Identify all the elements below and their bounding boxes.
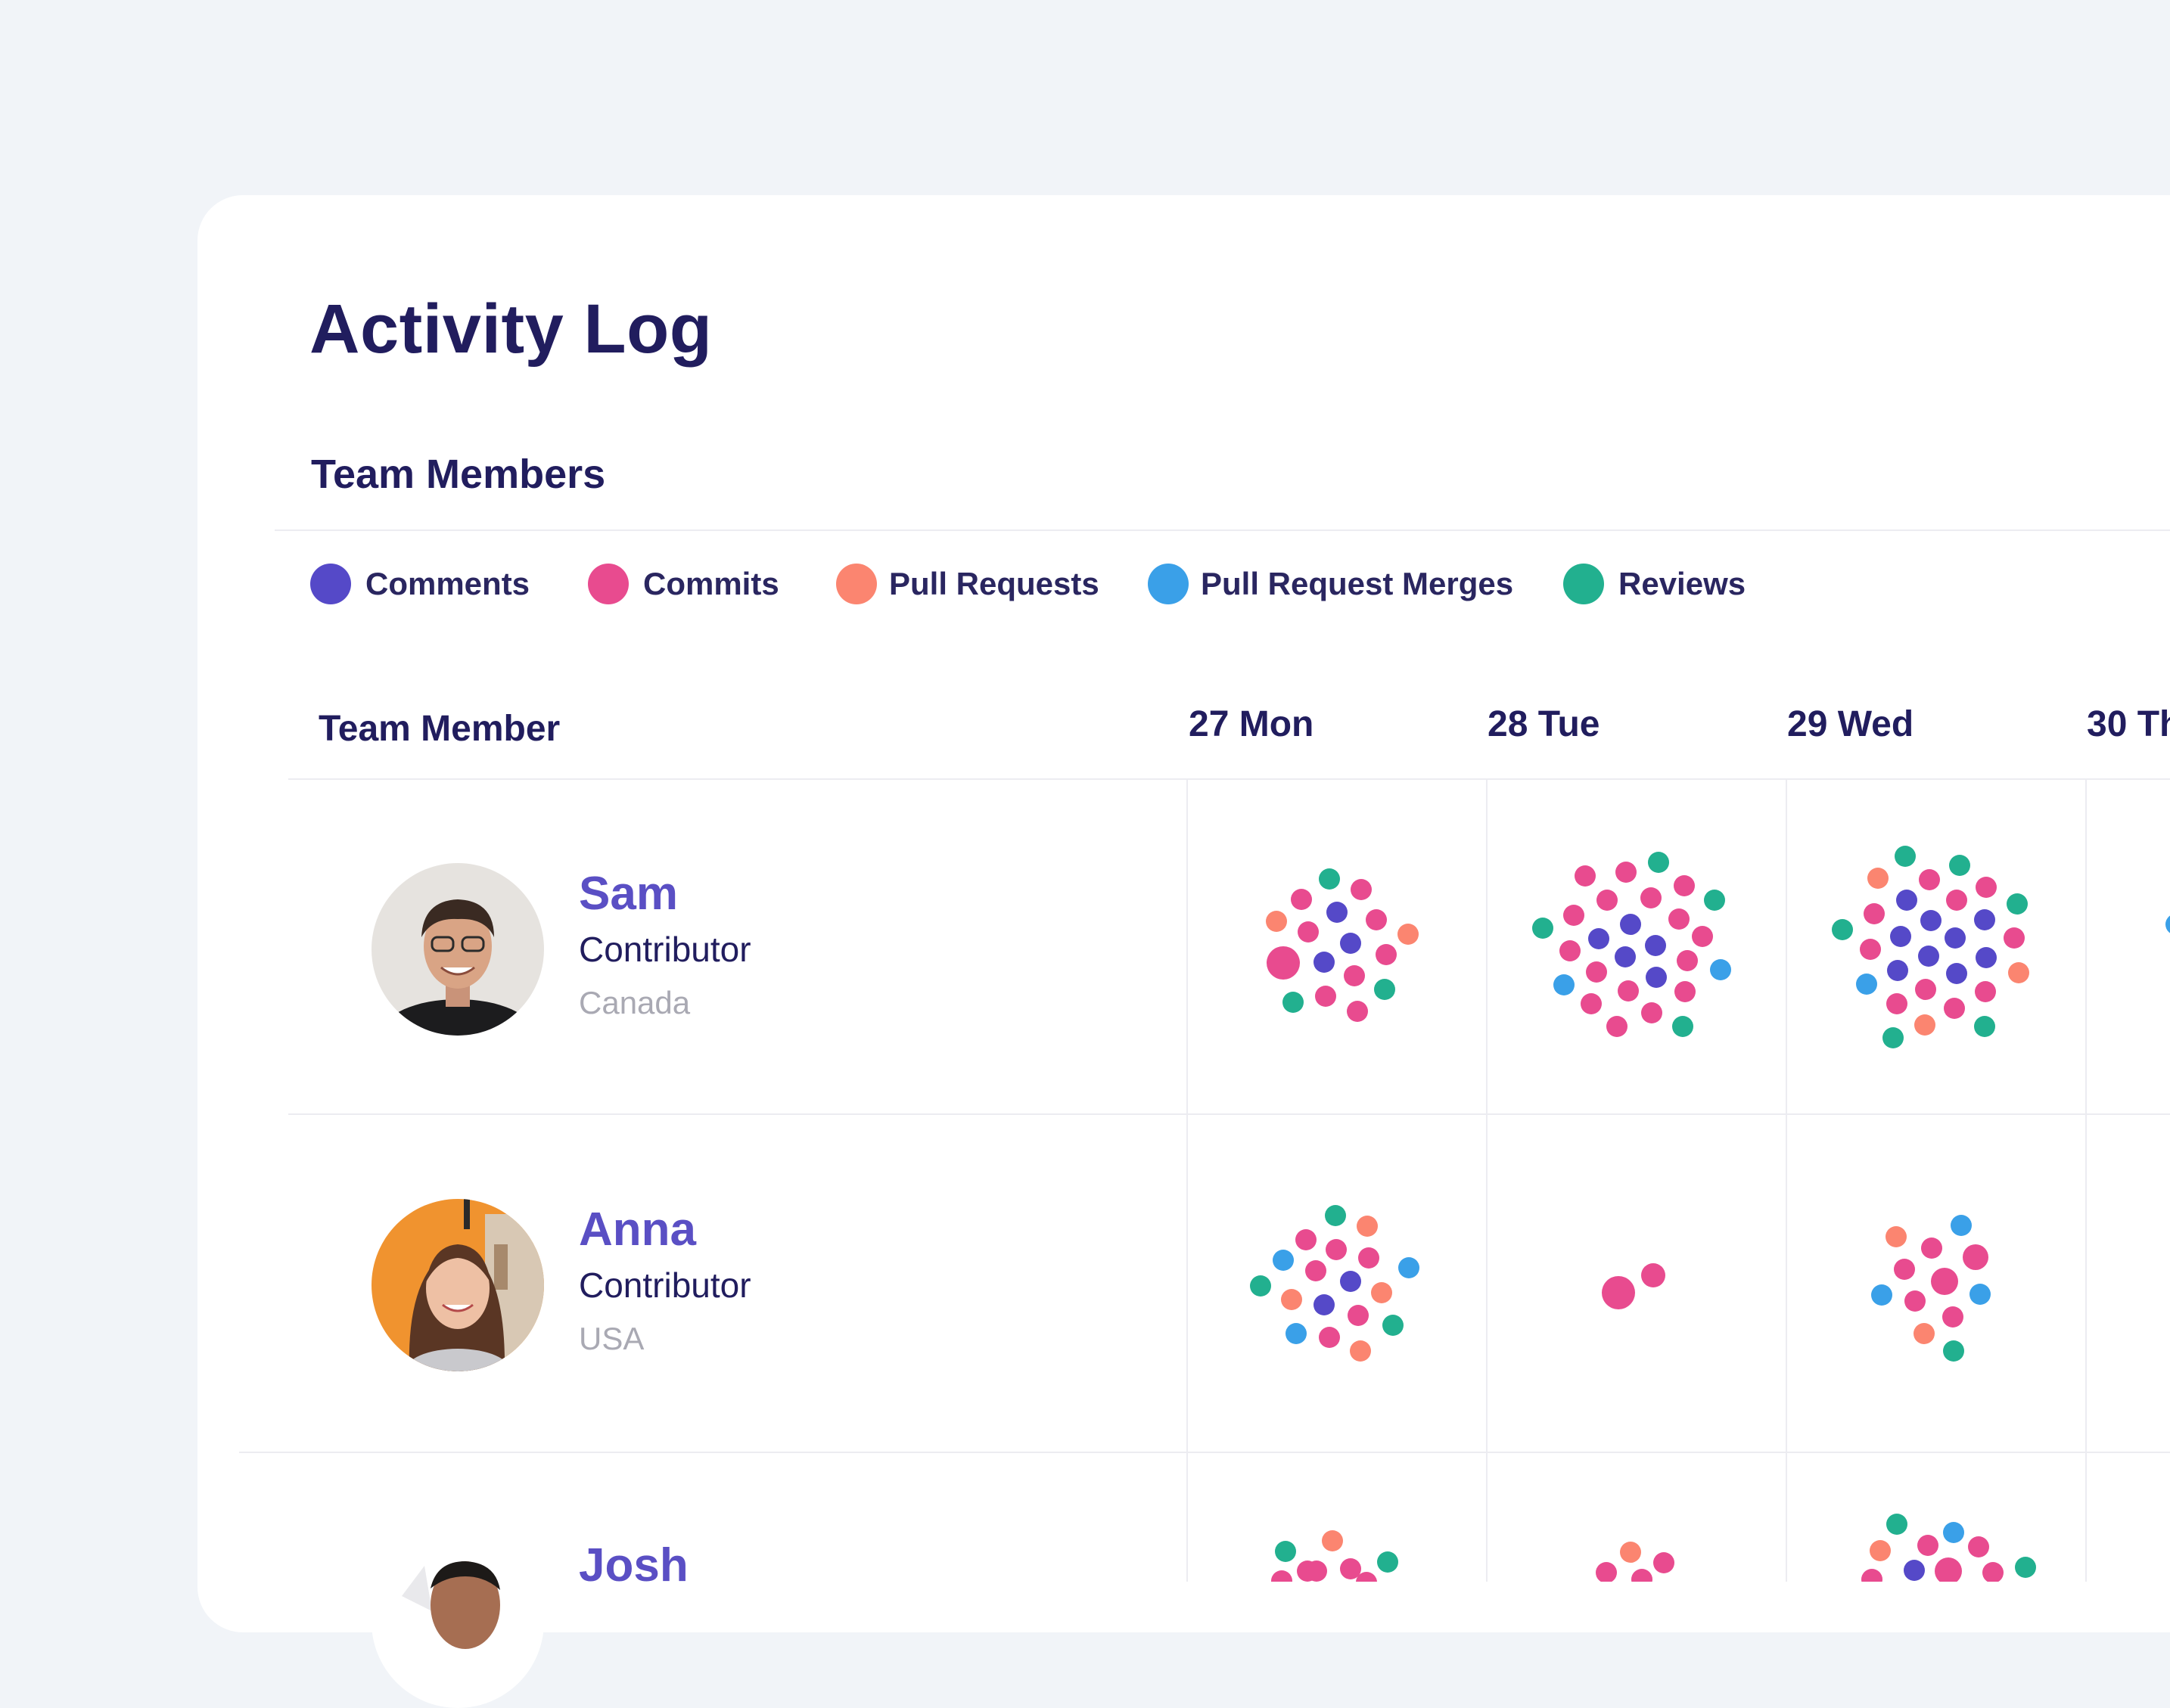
column-divider — [1786, 780, 1787, 1582]
legend-label: Commits — [643, 566, 779, 601]
row-divider — [239, 1452, 2170, 1453]
legend-label: Pull Request Merges — [1201, 566, 1514, 601]
member-name[interactable]: Josh — [579, 1539, 689, 1592]
row-divider — [288, 1113, 2170, 1115]
avatar[interactable] — [372, 1199, 544, 1371]
avatar[interactable] — [372, 863, 544, 1036]
member-location: Canada — [579, 985, 691, 1020]
table-header-divider — [288, 778, 2170, 780]
legend-label: Pull Requests — [889, 566, 1099, 601]
section-title: Team Members — [311, 452, 606, 497]
person-photo-icon — [372, 1536, 544, 1708]
column-header-team-member[interactable]: Team Member — [319, 709, 561, 749]
column-divider — [2085, 780, 2087, 1582]
pull-requests-dot-icon — [836, 564, 877, 604]
person-photo-icon — [372, 1199, 544, 1371]
avatar[interactable] — [372, 1536, 544, 1708]
legend-label: Comments — [365, 566, 530, 601]
person-photo-icon — [372, 863, 544, 1036]
member-role: Contributor — [579, 930, 751, 969]
comments-dot-icon — [310, 564, 351, 604]
commits-dot-icon — [588, 564, 629, 604]
member-role: Contributor — [579, 1265, 751, 1305]
column-header-day[interactable]: 30 Thu — [2087, 704, 2170, 744]
member-name[interactable]: Anna — [579, 1203, 696, 1256]
reviews-dot-icon — [1563, 564, 1604, 604]
member-name[interactable]: Sam — [579, 868, 678, 920]
column-divider — [1486, 780, 1488, 1582]
legend-label: Reviews — [1618, 566, 1746, 601]
member-location: USA — [579, 1321, 645, 1356]
page-title: Activity Log — [309, 290, 713, 368]
pull-request-merges-dot-icon — [1148, 564, 1189, 604]
column-header-day[interactable]: 29 Wed — [1787, 704, 1914, 744]
divider — [275, 529, 2170, 531]
column-divider — [1186, 780, 1188, 1582]
column-header-day[interactable]: 28 Tue — [1488, 704, 1600, 744]
column-header-day[interactable]: 27 Mon — [1189, 704, 1314, 744]
